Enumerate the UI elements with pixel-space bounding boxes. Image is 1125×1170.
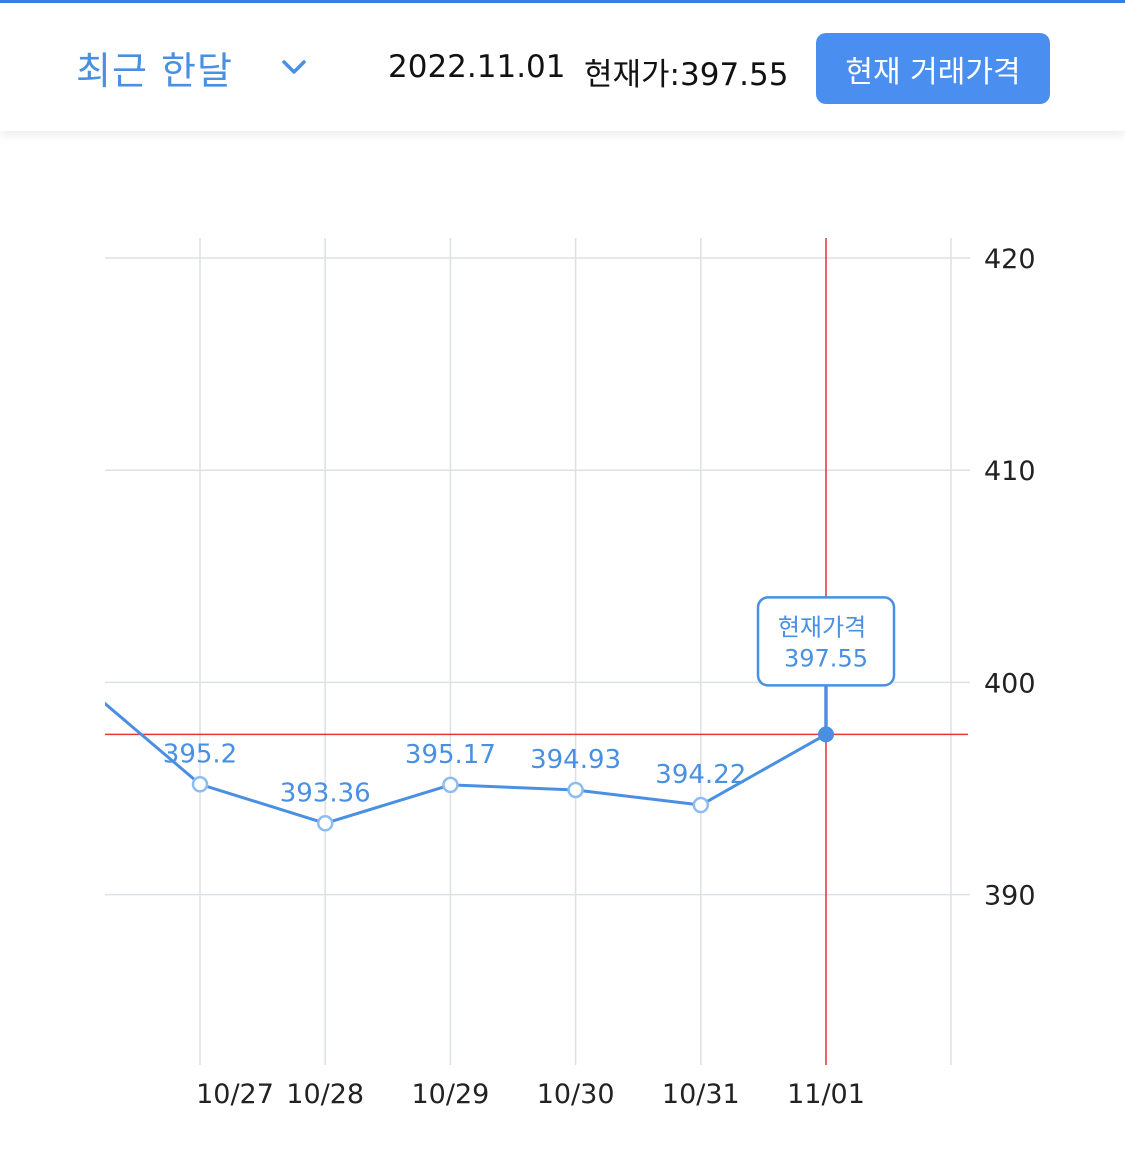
data-point <box>692 796 710 814</box>
period-dropdown[interactable]: 최근 한달 <box>76 37 307 97</box>
tooltip-value: 397.55 <box>784 644 868 672</box>
x-tick-label: 10/29 <box>411 1079 489 1110</box>
x-tick-label: 10/28 <box>286 1079 364 1110</box>
chart-area[interactable]: 390 400 410 420 10/27 10/28 10/29 10/30 10/31 11/… <box>0 131 1125 1170</box>
x-tick-label: 10/30 <box>537 1079 615 1110</box>
data-label: 395.17 <box>405 740 496 770</box>
data-point <box>316 815 334 832</box>
x-tick-label: 10/31 <box>662 1079 740 1110</box>
selected-date: 2022.11.01 <box>388 49 566 85</box>
data-label: 394.93 <box>530 745 621 775</box>
y-tick-label: 410 <box>984 456 1036 487</box>
period-dropdown-label: 최근 한달 <box>76 48 233 93</box>
top-accent-bar <box>0 0 1125 3</box>
price-line-chart[interactable]: 390 400 410 420 10/27 10/28 10/29 10/30 10/31 11/… <box>0 131 1125 1170</box>
y-tick-label: 400 <box>984 668 1036 699</box>
header-bar: 최근 한달 2022.11.01 현재가:397.55 현재 거래가격 <box>0 3 1125 131</box>
data-label: 394.22 <box>655 760 746 790</box>
x-tick-label: 10/27 <box>196 1079 274 1110</box>
data-point <box>442 776 459 794</box>
chevron-down-icon <box>281 54 307 80</box>
series-line <box>105 701 827 825</box>
data-point <box>191 776 209 793</box>
data-label: 393.36 <box>280 778 371 808</box>
current-price-button[interactable]: 현재 거래가격 <box>816 33 1050 104</box>
x-tick-label: 11/01 <box>787 1079 865 1110</box>
y-tick-label: 420 <box>984 244 1036 275</box>
y-tick-label: 390 <box>984 881 1036 912</box>
current-price-readout: 현재가:397.55 <box>584 57 789 93</box>
data-point-current <box>818 726 834 743</box>
tooltip-box <box>756 596 896 687</box>
data-point <box>567 781 584 799</box>
tooltip-label: 현재가격 <box>778 613 866 641</box>
data-label: 395.2 <box>163 739 237 769</box>
